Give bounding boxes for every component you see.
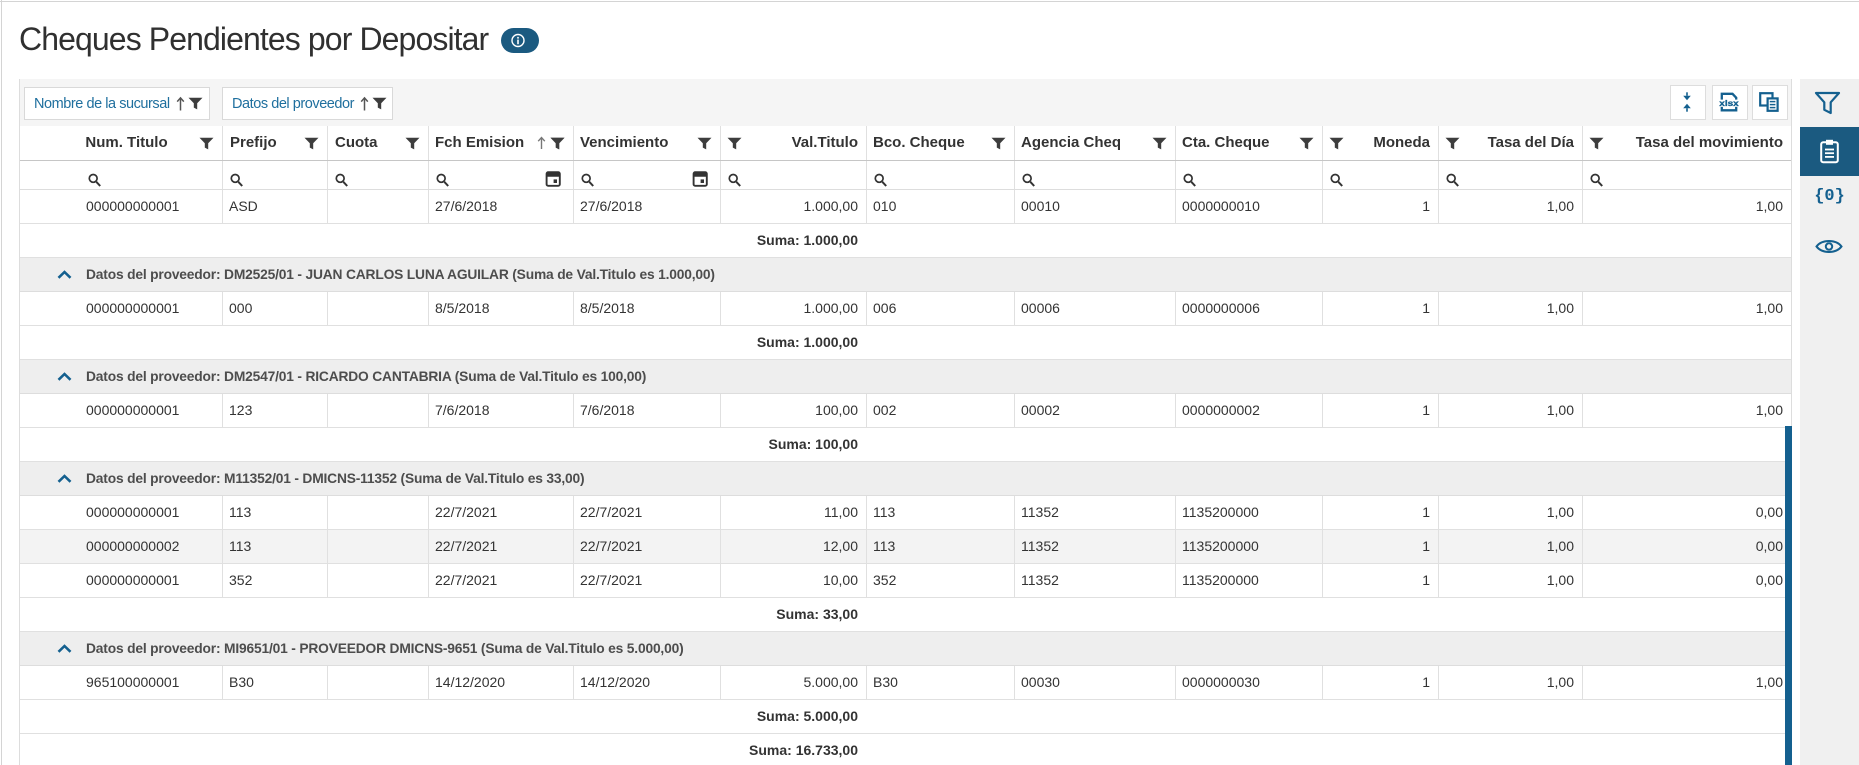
- svg-text:xlsx: xlsx: [1719, 98, 1739, 108]
